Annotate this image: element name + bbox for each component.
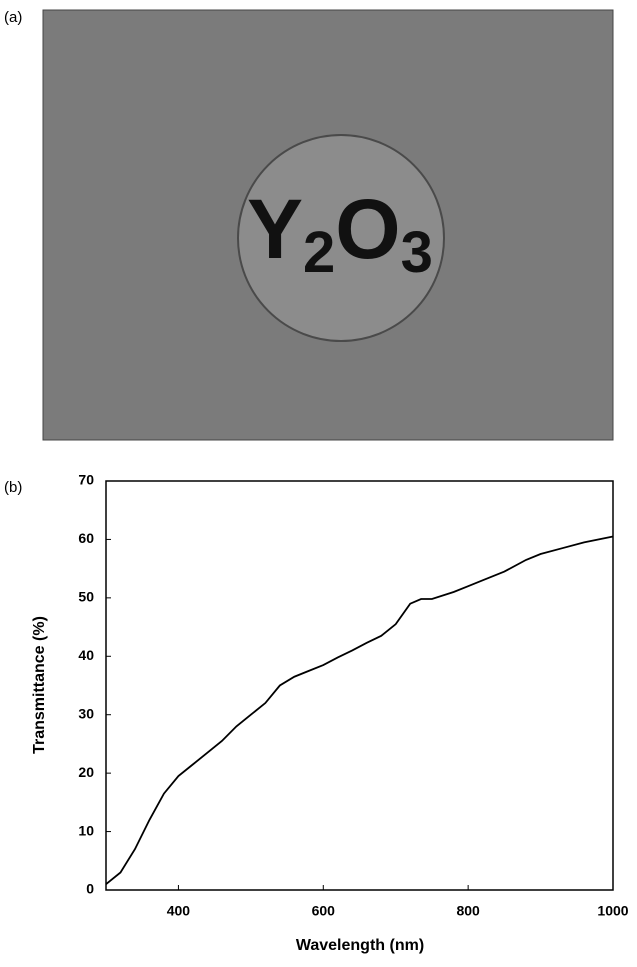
sample-disc [237,134,445,342]
panel-label: (a) [4,9,22,26]
y-tick-label: 10 [78,822,94,838]
x-tick-label: 400 [167,903,191,919]
text-part: 2 [303,220,335,285]
data-line [105,535,614,885]
x-axis-label: Wavelength (nm) [296,937,424,954]
y-tick-label: 50 [78,589,94,605]
text-part: 3 [401,220,433,285]
y-tick-label: 60 [78,530,94,546]
plot-frame [105,480,614,891]
y-tick-label: 70 [78,472,94,488]
x-tick-label: 800 [456,903,480,919]
y-tick-label: 20 [78,764,94,780]
x-tick-label: 1000 [597,903,628,919]
x-tick-label: 600 [312,903,336,919]
panel-label: (b) [4,479,22,496]
sample-label: Y2O3 [247,182,433,285]
y-tick-label: 30 [78,705,94,721]
y-tick-label: 0 [86,881,94,897]
y-axis-label: Transmittance (%) [31,616,48,754]
text-part: Y [247,182,303,276]
text-part: O [335,182,400,276]
y-tick-label: 40 [78,647,94,663]
